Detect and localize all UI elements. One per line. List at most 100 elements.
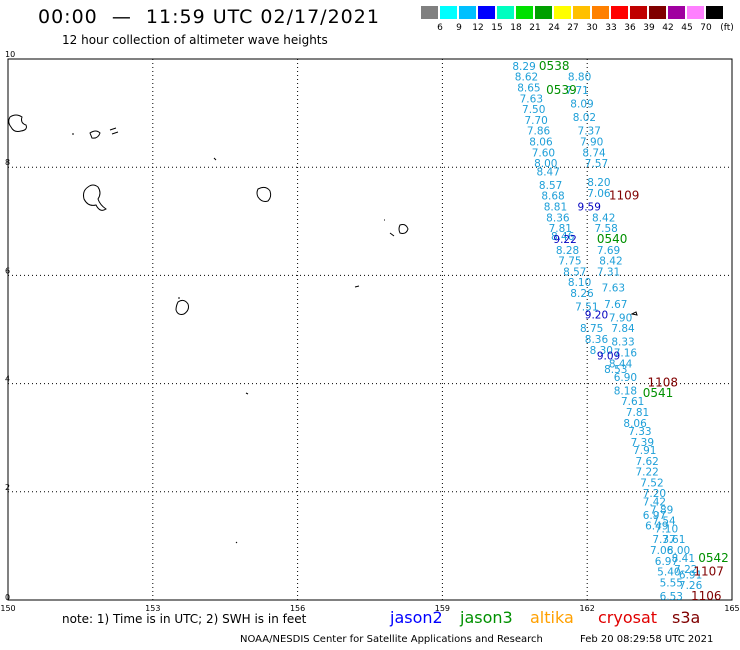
wave-height-label: 7.20 — [643, 488, 666, 500]
color-swatch — [592, 6, 609, 19]
island-outline — [83, 184, 107, 211]
satellite-legend-item: jason3 — [460, 608, 513, 627]
color-scale-tick: 27 — [567, 23, 579, 33]
footer-note: note: 1) Time is in UTC; 2) SWH is in fe… — [62, 612, 307, 626]
wave-height-label: 8.36 — [546, 212, 570, 224]
y-tick-label: 4 — [5, 375, 10, 384]
island-outline — [178, 157, 360, 299]
wave-height-label: 7.42 — [643, 496, 666, 508]
wave-height-label: 8.06 — [529, 137, 553, 149]
satellite-legend-item: s3a — [672, 608, 701, 627]
color-scale-tick: 36 — [624, 23, 636, 33]
wave-height-label: 7.51 — [575, 302, 598, 314]
color-scale-tick: 42 — [662, 23, 674, 33]
pass-time-label: 0538 — [539, 59, 570, 73]
wave-height-label: 7.58 — [594, 223, 617, 235]
wave-height-label: 7.81 — [626, 407, 649, 419]
wave-height-label: 8.80 — [568, 72, 591, 84]
wave-height-label: 9.22 — [553, 234, 576, 246]
wave-height-label: 8.46 — [551, 231, 575, 243]
wave-height-label: 9.09 — [597, 350, 620, 362]
wave-height-label: 8.57 — [539, 180, 562, 192]
wave-height-label: 8.26 — [570, 288, 594, 300]
wave-height-label: 8.36 — [585, 334, 609, 346]
color-swatch — [497, 6, 514, 19]
wave-height-label: 7.26 — [679, 580, 703, 592]
wave-height-label: 7.71 — [565, 85, 588, 97]
color-scale-tick: 30 — [586, 23, 598, 33]
y-tick-label: 2 — [5, 483, 10, 492]
color-scale-tick: 70 — [700, 23, 712, 33]
color-scale-tick: 12 — [472, 23, 484, 33]
wave-height-label: 7.90 — [609, 312, 632, 324]
wave-height-label: 7.81 — [549, 223, 572, 235]
map-frame — [7, 58, 733, 601]
wave-height-label: 8.44 — [609, 358, 633, 370]
wave-height-label: 7.06 — [587, 188, 611, 200]
wave-height-label: 7.52 — [640, 477, 663, 489]
color-scale-tick: 9 — [456, 23, 462, 33]
wave-height-label: 8.42 — [592, 212, 615, 224]
wave-height-label: 5.55 — [660, 577, 683, 589]
color-swatch — [668, 6, 685, 19]
pass-time-label: 0541 — [643, 386, 674, 400]
color-scale-tick: 6 — [437, 23, 443, 33]
wave-height-label: 8.65 — [517, 82, 540, 94]
x-tick-label: 162 — [580, 604, 595, 613]
y-tick-label: 8 — [5, 158, 10, 167]
wave-height-label: 7.67 — [604, 299, 627, 311]
wave-height-label: 7.22 — [635, 467, 658, 479]
wave-height-label: 7.63 — [520, 93, 543, 105]
x-tick-label: 165 — [724, 604, 739, 613]
x-tick-label: 159 — [435, 604, 450, 613]
color-scale-tick: 45 — [681, 23, 693, 33]
island-outline — [384, 219, 395, 237]
wave-height-label: 8.09 — [570, 99, 593, 111]
island-outlines — [8, 114, 638, 544]
wave-height-label: 8.81 — [544, 201, 567, 213]
wave-height-label: 7.10 — [655, 523, 678, 535]
wave-height-label: 7.54 — [652, 515, 676, 527]
color-swatch — [649, 6, 666, 19]
color-swatch — [554, 6, 571, 19]
wave-height-label: 8.75 — [580, 323, 603, 335]
wave-height-label: 7.86 — [527, 126, 551, 138]
island-outline — [630, 311, 638, 316]
color-scale-tick: 24 — [548, 23, 560, 33]
x-tick-label: 150 — [0, 604, 15, 613]
wave-height-label: 7.90 — [580, 137, 603, 149]
pass-time-label: 1106 — [691, 589, 722, 603]
wave-height-label: 7.06 — [650, 545, 674, 557]
wave-height-label: 8.53 — [604, 364, 627, 376]
wave-height-label: 7.31 — [597, 266, 620, 278]
color-scale-tick: 33 — [605, 23, 617, 33]
wave-height-label: 8.30 — [590, 345, 613, 357]
color-scale-tick: 15 — [491, 23, 503, 33]
pass-time-label: 1108 — [648, 375, 679, 389]
pass-time-label: 0542 — [698, 551, 729, 565]
y-tick-label: 6 — [5, 266, 10, 275]
color-swatch — [611, 6, 628, 19]
wave-height-label: 7.61 — [662, 534, 685, 546]
wave-height-label: 7.61 — [621, 396, 644, 408]
wave-height-label: 7.16 — [614, 348, 638, 360]
wave-height-label: 6.97 — [655, 556, 678, 568]
wave-height-label: 5.40 — [657, 567, 680, 579]
wave-height-label: 8.47 — [537, 166, 560, 178]
wave-height-label: 8.68 — [541, 191, 564, 203]
wave-height-label: 8.62 — [515, 72, 538, 84]
island-outline — [398, 224, 409, 234]
map-grid — [7, 58, 733, 601]
wave-height-label: 7.37 — [578, 126, 601, 138]
wave-height-label: 6.90 — [614, 372, 637, 384]
color-swatch — [421, 6, 438, 19]
color-swatch — [478, 6, 495, 19]
wave-height-label: 7.33 — [628, 426, 651, 438]
island-outline — [175, 299, 189, 315]
wave-height-label: 7.60 — [532, 147, 555, 159]
axis-tick-labels: 150 153 156 159 162 165 0 2 4 6 8 10 — [0, 50, 739, 613]
wave-height-label: 8.02 — [573, 112, 596, 124]
island-outline — [109, 127, 119, 135]
wave-height-label: 7.89 — [650, 504, 673, 516]
